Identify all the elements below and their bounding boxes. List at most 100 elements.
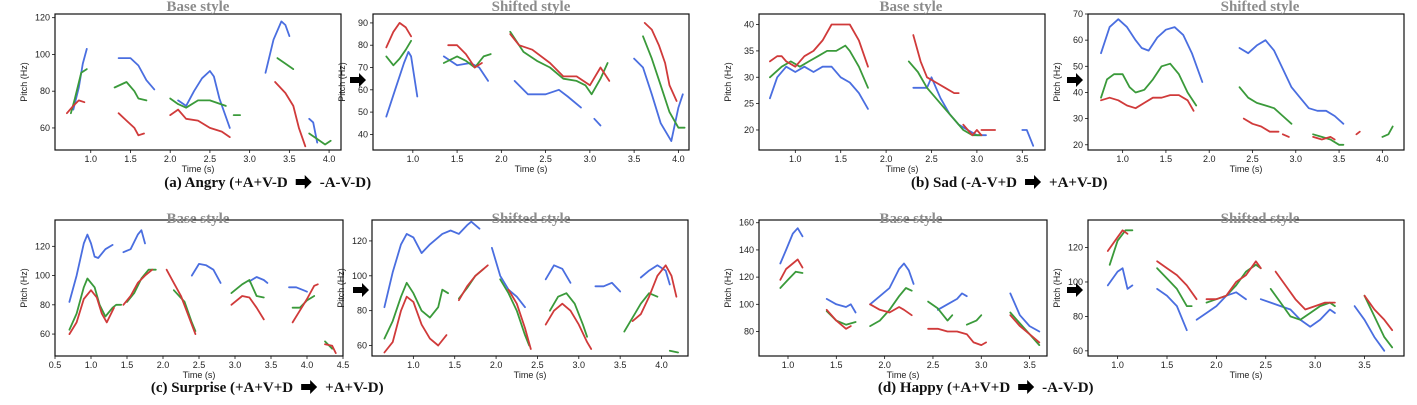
blue-pitch-contour-segment-3: [248, 276, 269, 284]
x-tick-label: 2.0: [1203, 154, 1216, 164]
y-tick-label: 100: [352, 271, 367, 281]
green-pitch-contour-segment-0: [68, 277, 123, 331]
y-tick-label: 140: [739, 245, 754, 255]
series-group: [66, 20, 332, 148]
x-tick-label: 2.0: [490, 360, 503, 370]
y-tick-label: 100: [35, 49, 50, 59]
green-pitch-contour-segment-1: [1238, 86, 1293, 125]
x-tick-label: 1.5: [834, 154, 847, 164]
x-tick-label: 3.0: [1309, 360, 1322, 370]
chart-d-base: 1.0 1.5 2.0 2.5 3.0 3.5 80 100 120 140 160 Time (s)…: [723, 218, 1048, 380]
x-tick-label: 1.5: [451, 154, 464, 164]
y-tick-label: 80: [40, 300, 50, 310]
green-pitch-contour-segment-0: [1100, 62, 1198, 107]
x-tick-label: 3.5: [265, 360, 278, 370]
y-tick-label: 35: [744, 46, 754, 56]
y-axis-label: Pitch (Hz): [19, 62, 29, 102]
x-axis-label: Time (s): [182, 164, 215, 174]
chart-a-base: 1.0 1.5 2.0 2.5 3.0 3.5 4.0 60 80 100 120 Time (s) P…: [19, 13, 342, 174]
series-group: [1100, 18, 1394, 146]
x-tick-label: 2.5: [531, 360, 544, 370]
x-tick-label: 3.5: [1358, 360, 1371, 370]
blue-pitch-contour-segment-0: [385, 51, 419, 118]
green-pitch-contour-segment-1: [825, 310, 857, 326]
green-pitch-contour-segment-4: [965, 314, 983, 326]
y-tick-label: 120: [352, 236, 367, 246]
plot-frame: [758, 219, 1048, 357]
x-tick-label: 2.0: [1210, 360, 1223, 370]
caption-source: (d) Happy (+A+V+D: [878, 380, 1010, 396]
green-pitch-contour-segment-3: [642, 35, 686, 129]
red-pitch-contour-segment-4: [1363, 294, 1394, 332]
red-pitch-contour-segment-4: [631, 264, 678, 323]
y-tick-label: 100: [739, 299, 754, 309]
green-pitch-contour-segment-2: [509, 30, 609, 96]
x-axis-label: Time (s): [887, 370, 920, 380]
caption-source: (b) Sad (-A-V+D: [911, 175, 1017, 191]
x-tick-label: 4.0: [323, 154, 336, 164]
x-tick-label: 2.0: [878, 360, 891, 370]
base-style-title: Base style: [880, 0, 943, 15]
x-tick-label: 3.5: [614, 360, 627, 370]
red-pitch-contour-segment-0: [385, 21, 413, 49]
y-tick-label: 40: [358, 129, 368, 139]
x-axis-label: Time (s): [1230, 164, 1263, 174]
red-pitch-contour-segment-2: [169, 108, 231, 139]
blue-pitch-contour-segment-1: [442, 55, 490, 82]
y-axis-label: Pitch (Hz): [19, 268, 29, 308]
y-tick-label: 50: [1073, 61, 1083, 71]
green-pitch-contour-segment-5: [308, 132, 332, 146]
green-pitch-contour-segment-5: [1009, 311, 1041, 347]
x-tick-label: 2.5: [204, 154, 217, 164]
x-tick-label: 1.5: [121, 360, 134, 370]
y-tick-label: 80: [1073, 311, 1083, 321]
caption-source: (a) Angry (+A+V-D: [164, 175, 288, 191]
y-tick-label: 100: [35, 271, 50, 281]
green-pitch-contour-segment-1: [442, 53, 492, 69]
red-pitch-contour-segment-0: [66, 99, 86, 115]
x-tick-label: 2.5: [539, 154, 552, 164]
plot-frame: [372, 13, 690, 151]
red-pitch-contour-segment-1: [825, 308, 852, 330]
x-tick-label: 2.0: [880, 154, 893, 164]
blue-pitch-contour-segment-0: [383, 220, 481, 309]
x-tick-label: 3.0: [971, 154, 984, 164]
caption-arrow-icon: [295, 175, 312, 189]
y-axis-label: Pitch (Hz): [1052, 62, 1062, 102]
x-tick-label: 1.0: [85, 360, 98, 370]
y-axis-label: Pitch (Hz): [337, 62, 347, 102]
green-pitch-contour-segment-4: [276, 57, 295, 70]
chart-d-shifted: 1.0 1.5 2.0 2.5 3.0 3.5 60 80 100 120 Time (s) Pitc…: [1052, 219, 1405, 380]
plot-frame: [758, 13, 1046, 151]
x-tick-label: 1.5: [124, 154, 137, 164]
blue-pitch-contour-segment-2: [513, 80, 582, 109]
x-tick-label: 2.5: [1259, 360, 1272, 370]
chart-b-base: 1.0 1.5 2.0 2.5 3.0 3.5 20 25 30 35 40 Time (s) Pitc…: [723, 13, 1046, 174]
x-tick-label: 1.0: [84, 154, 97, 164]
blue-pitch-contour-segment-3: [594, 281, 622, 293]
y-tick-label: 60: [1073, 35, 1083, 45]
y-tick-label: 70: [1073, 9, 1083, 19]
red-pitch-contour-segment-1: [1242, 117, 1280, 133]
x-tick-label: 3.5: [628, 154, 641, 164]
x-tick-label: 2.5: [193, 360, 206, 370]
series-group: [1106, 229, 1394, 352]
blue-pitch-contour-segment-4: [1353, 305, 1386, 352]
y-tick-label: 120: [35, 241, 50, 251]
blue-pitch-contour-segment-2: [190, 262, 222, 284]
x-tick-label: 1.5: [1160, 154, 1173, 164]
x-axis-label: Time (s): [514, 370, 547, 380]
blue-pitch-contour-segment-1: [1238, 39, 1345, 125]
x-axis-label: Time (s): [515, 164, 548, 174]
style-shift-arrow-icon: [350, 73, 366, 87]
base-style-title: Base style: [167, 0, 230, 15]
blue-pitch-contour-segment-3: [264, 20, 291, 74]
blue-pitch-contour-segment-4: [1009, 292, 1041, 333]
y-tick-label: 40: [744, 20, 754, 30]
y-tick-label: 30: [744, 72, 754, 82]
blue-pitch-contour-segment-2: [1195, 291, 1247, 321]
blue-pitch-contour-segment-2: [177, 70, 231, 129]
green-pitch-contour-segment-1: [907, 60, 983, 137]
y-tick-label: 20: [1073, 140, 1083, 150]
blue-pitch-contour-segment-0: [1100, 18, 1204, 83]
